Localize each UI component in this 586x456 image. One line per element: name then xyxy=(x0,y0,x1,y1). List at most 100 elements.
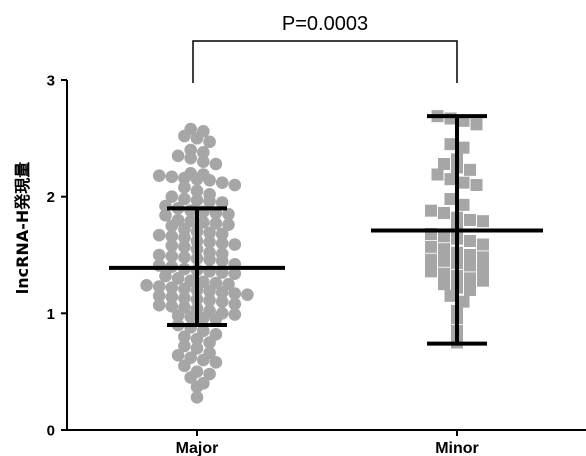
data-point-minor-31 xyxy=(477,251,489,264)
data-point-minor-16 xyxy=(425,204,437,217)
data-point-minor-35 xyxy=(464,259,476,272)
data-point-major-88 xyxy=(178,291,191,305)
data-point-minor-26 xyxy=(477,238,489,251)
data-point-major-2 xyxy=(178,129,191,143)
data-point-major-93 xyxy=(152,298,166,312)
y-ticks: 0 1 2 3 xyxy=(47,73,67,440)
data-point-major-84 xyxy=(228,287,242,300)
data-point-minor-32 xyxy=(425,253,437,266)
data-point-major-77 xyxy=(140,279,153,292)
data-point-major-24 xyxy=(178,192,191,206)
data-point-major-94 xyxy=(165,300,179,313)
data-point-major-23 xyxy=(165,190,179,203)
data-point-major-72 xyxy=(171,272,185,285)
data-point-major-99 xyxy=(228,308,242,321)
data-point-major-59 xyxy=(178,251,191,264)
data-point-major-103 xyxy=(209,312,223,326)
data-point-major-33 xyxy=(222,207,235,221)
data-point-major-102 xyxy=(197,311,210,325)
data-point-minor-11 xyxy=(444,173,457,186)
data-point-major-40 xyxy=(165,219,179,233)
data-point-major-53 xyxy=(178,240,191,254)
data-point-major-118 xyxy=(178,359,191,373)
data-point-minor-38 xyxy=(438,267,450,280)
data-point-major-38 xyxy=(209,217,223,230)
data-point-major-83 xyxy=(215,286,229,299)
data-point-major-86 xyxy=(152,289,166,303)
data-point-major-3 xyxy=(190,132,204,145)
data-point-minor-25 xyxy=(464,235,476,247)
data-point-major-34 xyxy=(159,209,172,222)
data-point-major-100 xyxy=(171,309,185,322)
data-point-major-78 xyxy=(152,280,166,293)
data-point-major-10 xyxy=(209,157,223,171)
data-point-major-8 xyxy=(184,151,197,165)
data-point-minor-12 xyxy=(457,176,470,189)
y-tick-label-0: 0 xyxy=(47,423,55,440)
data-point-major-45 xyxy=(152,228,166,242)
data-point-major-15 xyxy=(178,171,191,185)
data-point-major-37 xyxy=(197,216,210,229)
data-point-major-112 xyxy=(190,342,204,355)
y-tick-label-3: 3 xyxy=(47,73,55,90)
data-point-major-47 xyxy=(178,231,191,244)
data-point-major-39 xyxy=(222,218,235,231)
data-point-major-91 xyxy=(215,295,229,308)
data-point-major-20 xyxy=(178,181,191,194)
data-point-minor-23 xyxy=(438,230,450,243)
data-point-major-6 xyxy=(197,146,210,159)
data-point-major-70 xyxy=(228,267,242,280)
data-point-major-46 xyxy=(165,230,179,243)
data-point-minor-42 xyxy=(438,278,450,291)
data-point-major-57 xyxy=(152,248,166,262)
data-point-major-71 xyxy=(159,269,172,283)
data-point-major-62 xyxy=(215,254,229,268)
data-point-major-123 xyxy=(190,380,204,394)
data-point-minor-40 xyxy=(464,272,476,285)
data-point-major-120 xyxy=(203,367,216,381)
data-point-major-7 xyxy=(171,149,185,163)
data-point-minor-30 xyxy=(464,249,476,261)
data-point-major-17 xyxy=(203,174,216,187)
data-point-major-114 xyxy=(171,349,185,362)
data-point-minor-36 xyxy=(477,263,489,275)
data-point-major-52 xyxy=(165,239,179,252)
data-point-major-90 xyxy=(203,294,216,307)
data-point-minor-9 xyxy=(464,163,476,176)
data-point-minor-20 xyxy=(477,215,489,228)
y-tick-label-1: 1 xyxy=(47,306,55,323)
data-point-minor-44 xyxy=(464,284,476,296)
data-point-major-111 xyxy=(178,339,191,353)
data-point-major-87 xyxy=(165,290,179,304)
x-category-label-minor: Minor xyxy=(435,440,479,456)
data-point-minor-33 xyxy=(438,254,450,267)
data-point-major-26 xyxy=(203,195,216,208)
x-category-label-major: Major xyxy=(176,440,219,456)
data-point-major-50 xyxy=(215,237,229,250)
data-point-major-16 xyxy=(190,172,204,186)
data-point-major-92 xyxy=(228,297,242,311)
data-point-minor-3 xyxy=(470,118,483,131)
data-point-minor-45 xyxy=(444,289,457,302)
data-point-major-13 xyxy=(152,169,166,182)
data-point-major-117 xyxy=(209,356,223,369)
data-point-major-110 xyxy=(203,336,216,349)
data-point-minor-46 xyxy=(457,295,470,308)
data-point-major-51 xyxy=(228,238,242,251)
data-point-minor-4 xyxy=(444,138,457,151)
significance-bracket xyxy=(192,40,458,83)
data-point-minor-13 xyxy=(470,179,483,191)
data-point-minor-15 xyxy=(457,198,470,211)
y-tick-label-2: 2 xyxy=(47,189,55,206)
data-point-major-121 xyxy=(184,371,197,384)
data-point-major-85 xyxy=(241,288,254,301)
data-point-major-19 xyxy=(228,178,242,192)
data-point-major-21 xyxy=(190,184,204,198)
data-point-minor-7 xyxy=(438,158,450,170)
data-point-major-9 xyxy=(197,155,210,168)
data-point-minor-17 xyxy=(438,207,450,219)
data-point-major-14 xyxy=(165,170,179,184)
p-value-annotation: P=0.0003 xyxy=(282,13,368,35)
data-point-major-25 xyxy=(190,193,204,207)
